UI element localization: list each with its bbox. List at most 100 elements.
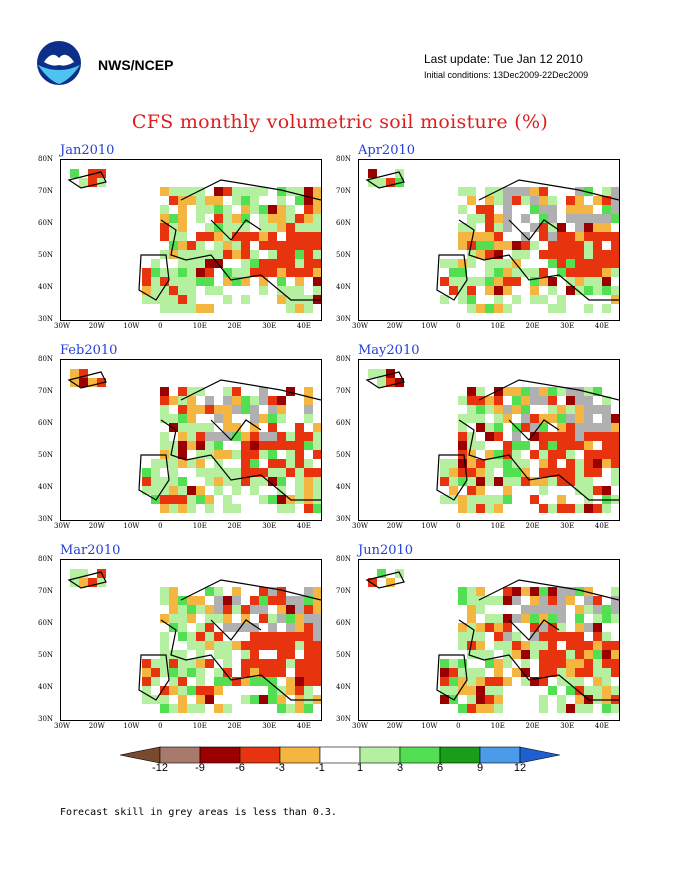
soil-cell [223,241,232,250]
soil-cell [178,432,187,441]
soil-cell [476,250,485,259]
map-panel: Feb2010 80N 70N 60N 50N 40N 30N 30W 20W 10W 0 10E 20… [38,343,365,539]
soil-cell [313,477,321,486]
soil-cell [602,668,611,677]
soil-cell [214,486,223,495]
soil-cell [557,223,566,232]
soil-cell [214,441,223,450]
soil-cell [530,596,539,605]
soil-cell [575,232,584,241]
map-area [60,159,322,321]
soil-cell [575,286,584,295]
soil-cell [494,187,503,196]
soil-cell [602,259,611,268]
soil-moisture-map [365,169,619,313]
soil-cell [485,450,494,459]
soil-cell [458,396,467,405]
soil-cell [268,495,277,504]
lat-tick-label: 80N [38,555,54,563]
soil-cell [250,596,259,605]
soil-cell [494,196,503,205]
soil-cell [458,587,467,596]
soil-cell [494,504,503,513]
colorbar-swatch [319,746,361,764]
soil-cell [196,432,205,441]
soil-cell [160,459,169,468]
soil-cell [259,614,268,623]
soil-cell [187,241,196,250]
soil-cell [548,277,557,286]
soil-cell [557,405,566,414]
soil-cell [313,486,321,495]
soil-cell [313,259,321,268]
soil-cell [196,686,205,695]
soil-cell [485,477,494,486]
soil-cell [440,468,449,477]
soil-cell [313,650,321,659]
soil-cell [602,250,611,259]
soil-cell [593,277,602,286]
soil-cell [259,632,268,641]
soil-cell [223,468,232,477]
soil-cell [187,668,196,677]
soil-cell [467,468,476,477]
soil-cell [566,205,575,214]
soil-cell [575,641,584,650]
soil-cell [205,605,214,614]
soil-cell [377,378,386,387]
soil-cell [223,623,232,632]
soil-cell [187,632,196,641]
soil-cell [566,677,575,686]
soil-cell [548,477,557,486]
soil-cell [313,432,321,441]
soil-cell [160,614,169,623]
soil-cell [304,623,313,632]
soil-cell [512,441,521,450]
soil-cell [277,223,286,232]
soil-cell [304,632,313,641]
soil-cell [313,468,321,477]
soil-cell [494,241,503,250]
soil-cell [169,659,178,668]
soil-cell [151,277,160,286]
soil-cell [268,241,277,250]
soil-cell [196,632,205,641]
soil-cell [169,668,178,677]
soil-cell [277,295,286,304]
soil-cell [304,259,313,268]
lat-tick-label: 50N [336,651,352,659]
soil-cell [187,387,196,396]
soil-cell [548,250,557,259]
lat-tick-label: 30N [38,315,54,323]
soil-cell [503,468,512,477]
soil-cell [494,214,503,223]
soil-cell [196,495,205,504]
lon-tick-label: 0 [456,322,461,330]
soil-cell [196,459,205,468]
soil-cell [503,187,512,196]
soil-cell [241,295,250,304]
soil-cell [512,668,521,677]
soil-cell [277,587,286,596]
soil-cell [241,396,250,405]
soil-cell [250,605,259,614]
soil-cell [79,578,88,587]
soil-cell [602,205,611,214]
soil-cell [467,650,476,659]
soil-cell [223,677,232,686]
soil-cell [539,450,548,459]
soil-cell [566,587,575,596]
soil-cell [160,477,169,486]
soil-cell [304,486,313,495]
soil-cell [467,414,476,423]
soil-cell [449,277,458,286]
soil-cell [584,441,593,450]
soil-cell [169,677,178,686]
soil-cell [295,304,304,313]
soil-cell [295,659,304,668]
soil-cell [530,477,539,486]
soil-cell [494,614,503,623]
soil-cell [557,259,566,268]
soil-cell [250,441,259,450]
soil-cell [304,214,313,223]
